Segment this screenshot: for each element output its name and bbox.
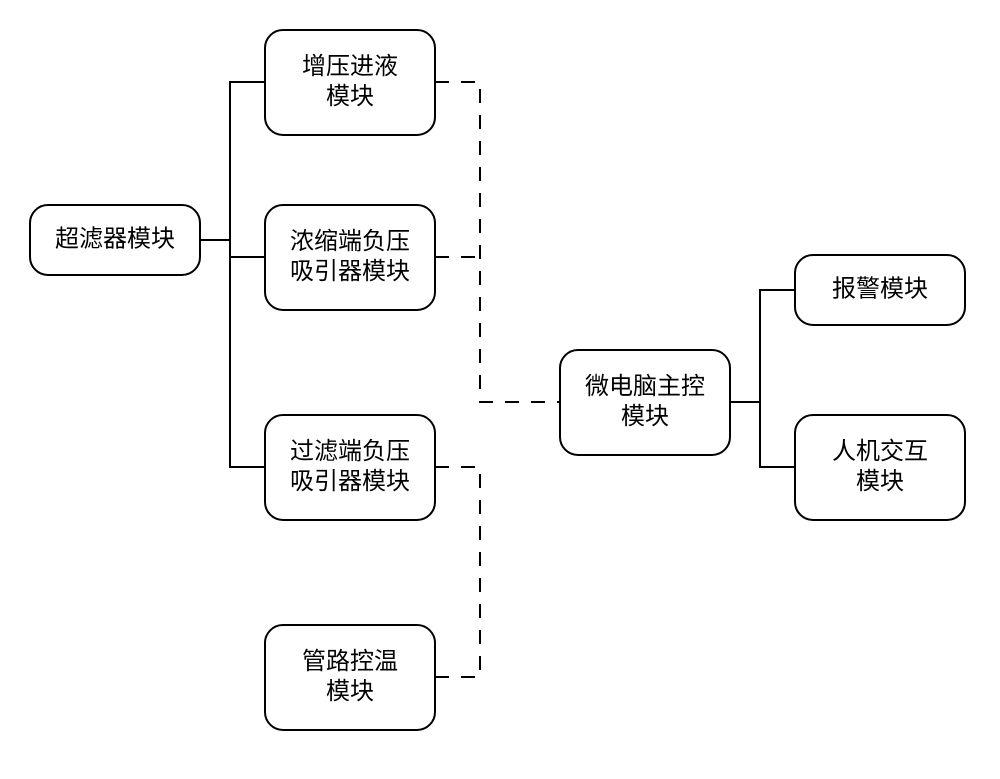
node-label: 模块: [621, 403, 669, 430]
edge-e2: [230, 240, 265, 257]
node-label: 报警模块: [832, 275, 928, 302]
node-label: 模块: [856, 468, 904, 495]
edge-e8: [730, 290, 795, 402]
edge-e9: [760, 402, 795, 467]
node-boost_inlet: 增压进液模块: [265, 30, 435, 135]
node-ultrafilter: 超滤器模块: [30, 205, 200, 275]
node-label: 微电脑主控: [585, 373, 705, 400]
flowchart-canvas: 超滤器模块增压进液模块浓缩端负压吸引器模块过滤端负压吸引器模块管路控温模块微电脑…: [0, 0, 1000, 779]
node-label: 超滤器模块: [55, 225, 175, 252]
edge-e3: [230, 240, 265, 467]
node-alarm: 报警模块: [795, 255, 965, 325]
node-conc_neg: 浓缩端负压吸引器模块: [265, 205, 435, 310]
node-label: 吸引器模块: [290, 258, 410, 285]
node-label: 管路控温: [302, 648, 398, 675]
edge-e4: [435, 82, 560, 402]
node-pipe_temp: 管路控温模块: [265, 625, 435, 730]
node-filter_neg: 过滤端负压吸引器模块: [265, 415, 435, 520]
edge-e7: [435, 467, 480, 677]
node-hmi: 人机交互模块: [795, 415, 965, 520]
node-label: 过滤端负压: [290, 438, 410, 465]
node-label: 吸引器模块: [290, 468, 410, 495]
node-mcu: 微电脑主控模块: [560, 350, 730, 455]
node-label: 浓缩端负压: [290, 228, 410, 255]
node-label: 人机交互: [832, 438, 928, 465]
node-label: 模块: [326, 83, 374, 110]
edge-e1: [200, 82, 265, 240]
node-label: 增压进液: [302, 53, 398, 80]
node-label: 模块: [326, 678, 374, 705]
